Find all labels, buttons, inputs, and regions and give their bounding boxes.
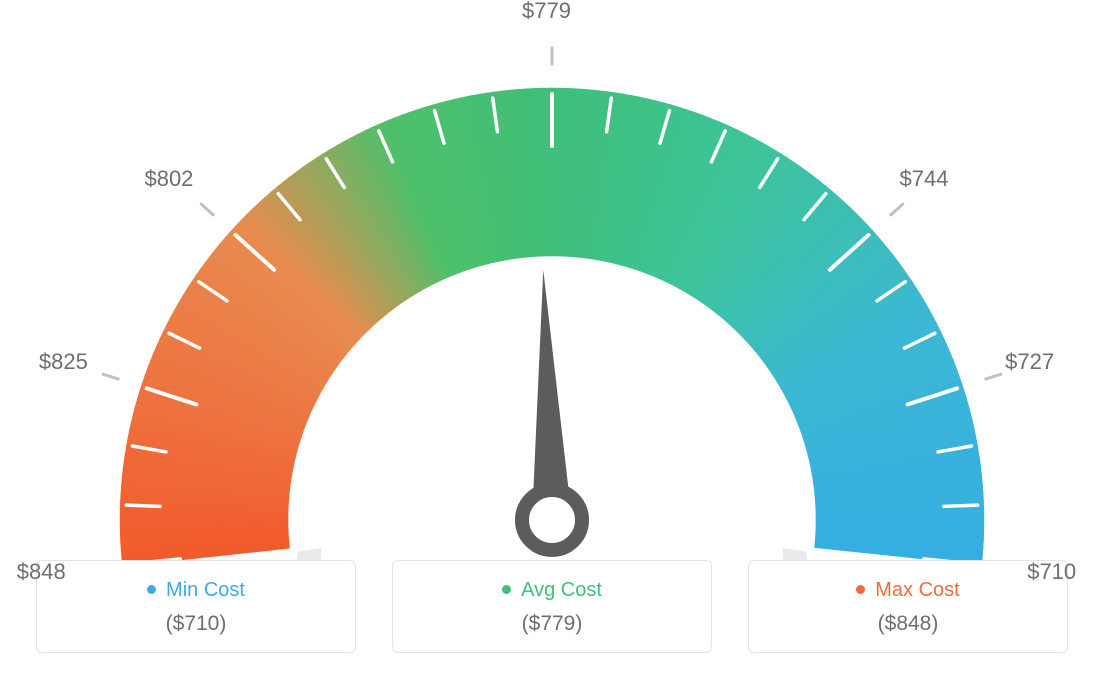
tick: [944, 505, 978, 506]
legend-card-max: Max Cost ($848): [748, 560, 1068, 653]
gauge-hub: [522, 490, 582, 550]
tick: [103, 374, 118, 379]
gauge-chart: $710$727$744$779$802$825$848: [0, 0, 1104, 560]
tick: [126, 505, 160, 506]
legend-title-avg: Avg Cost: [403, 579, 701, 602]
legend-value-max: ($848): [759, 612, 1057, 636]
legend-title-min: Min Cost: [47, 579, 345, 602]
legend-value-avg: ($779): [403, 612, 701, 636]
tick: [891, 204, 903, 215]
gauge-tick-label: $779: [522, 0, 571, 24]
gauge-tick-label: $710: [1027, 559, 1076, 585]
tick: [201, 204, 213, 215]
legend-value-min: ($710): [47, 612, 345, 636]
gauge-tick-label: $727: [1005, 349, 1054, 375]
legend-row: Min Cost ($710) Avg Cost ($779) Max Cost…: [0, 560, 1104, 673]
legend-card-min: Min Cost ($710): [36, 560, 356, 653]
gauge-svg: [0, 0, 1104, 560]
legend-card-avg: Avg Cost ($779): [392, 560, 712, 653]
gauge-tick-label: $802: [144, 166, 193, 192]
gauge-tick-label: $825: [39, 349, 88, 375]
gauge-tick-label: $744: [900, 166, 949, 192]
tick: [986, 374, 1001, 379]
gauge-tick-label: $848: [17, 559, 66, 585]
legend-title-max: Max Cost: [759, 579, 1057, 602]
